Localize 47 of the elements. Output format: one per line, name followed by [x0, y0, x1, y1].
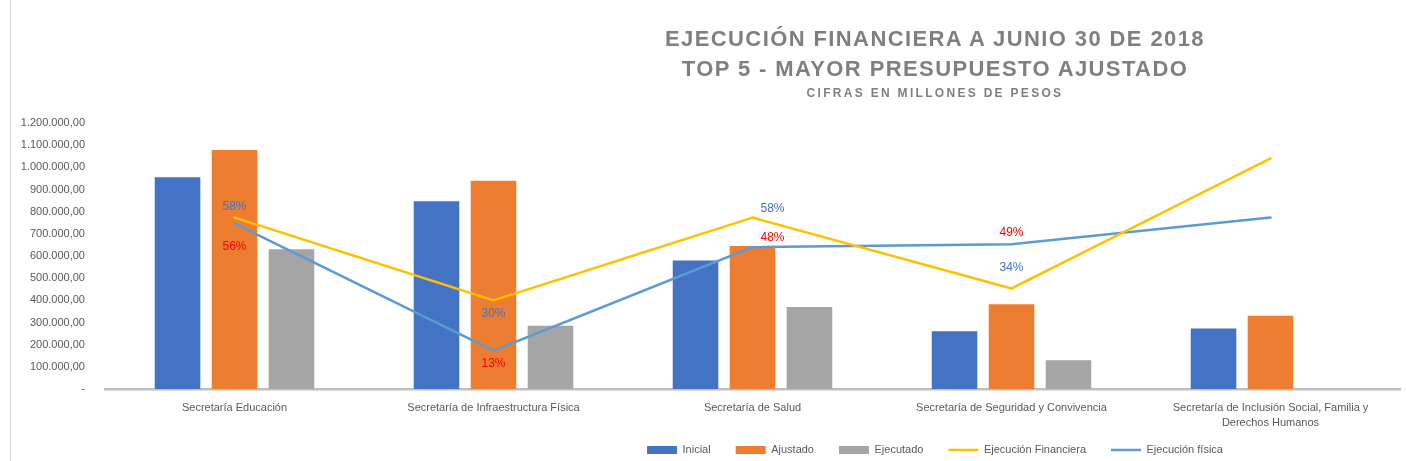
x-tick-label: Secretaría de Salud	[703, 401, 802, 414]
y-tick-label: 800.000,00	[29, 204, 85, 217]
data-label: 58%	[760, 200, 785, 215]
legend-label: Ejecución Financiera	[983, 443, 1087, 456]
bar	[1190, 328, 1237, 389]
bar	[268, 249, 315, 389]
y-tick-label: 300.000,00	[29, 315, 85, 328]
y-tick-label: 1.100.000,00	[20, 138, 85, 151]
y-tick-label: 200.000,00	[29, 337, 85, 350]
data-label: 48%	[760, 230, 785, 245]
bar	[672, 260, 719, 389]
bar	[211, 150, 258, 389]
bar	[154, 177, 201, 389]
y-tick-label: 600.000,00	[29, 249, 85, 262]
y-tick-label: 700.000,00	[29, 226, 85, 239]
y-tick-label: -	[81, 382, 86, 395]
bar	[786, 306, 833, 389]
data-label: 49%	[999, 225, 1024, 240]
x-tick-label: Secretaría Educación	[181, 401, 288, 414]
legend-label: Ajustado	[771, 443, 814, 456]
data-label: 58%	[222, 198, 247, 213]
chart-title: EJECUCIÓN FINANCIERA A JUNIO 30 DE 2018 TOP 5 - MAYOR PRESUPUESTO AJUSTADO	[664, 25, 1206, 83]
y-tick-label: 400.000,00	[29, 293, 85, 306]
legend-label: Ejecutado	[874, 443, 924, 456]
bar	[527, 325, 574, 389]
y-tick-label: 1.200.000,00	[20, 116, 85, 129]
bar	[470, 180, 517, 389]
data-label: 56%	[222, 238, 247, 253]
chart-subtitle: CIFRAS EN MILLONES DE PESOS	[805, 85, 1065, 101]
y-tick-label: 100.000,00	[29, 359, 85, 372]
bar	[931, 331, 978, 389]
data-label: 34%	[999, 259, 1024, 274]
y-tick-label: 900.000,00	[29, 182, 85, 195]
bar	[729, 246, 776, 389]
bar	[413, 201, 460, 389]
data-label: 13%	[481, 355, 506, 370]
x-tick-label: Secretaría de Infraestructura Física	[407, 401, 581, 414]
data-label: 30%	[481, 305, 506, 320]
y-tick-label: 1.000.000,00	[20, 160, 85, 173]
bar	[988, 304, 1035, 389]
legend-label: Inicial	[682, 443, 711, 456]
x-tick-label: Secretaría de Inclusión Social, Familia y Derechos Humanos	[1172, 401, 1369, 429]
y-tick-label: 500.000,00	[29, 271, 85, 284]
bar	[1247, 315, 1294, 389]
bar	[1045, 360, 1092, 389]
x-tick-label: Secretaría de Seguridad y Convivencia	[916, 401, 1108, 414]
legend-label: Ejecución física	[1146, 443, 1224, 456]
